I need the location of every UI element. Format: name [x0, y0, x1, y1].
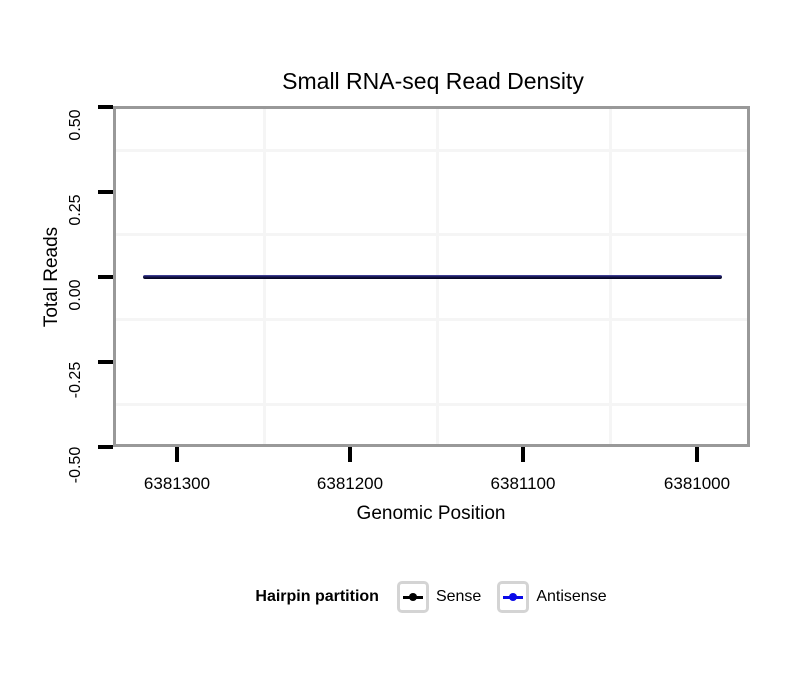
y-axis-tick	[98, 445, 113, 449]
x-axis-tick	[695, 447, 699, 462]
x-tick-label: 6381200	[316, 474, 384, 493]
legend: Hairpin partition Sense Antisense	[34, 579, 810, 615]
y-tick-label: 0.50	[67, 109, 84, 141]
minor-gridline-h	[116, 233, 747, 236]
legend-label-antisense: Antisense	[536, 588, 607, 605]
y-tick-label: 0.25	[67, 194, 84, 226]
x-axis-tick	[521, 447, 525, 462]
read-density-line	[143, 275, 722, 279]
plot-panel	[113, 106, 750, 447]
y-axis-tick	[98, 360, 113, 364]
legend-title: Hairpin partition	[255, 588, 379, 605]
legend-key-sense	[396, 581, 429, 613]
legend-label-sense: Sense	[435, 588, 482, 605]
x-tick-label: 6381100	[490, 474, 556, 493]
y-axis-title: Total Reads	[41, 226, 62, 328]
y-axis-tick	[98, 190, 113, 194]
point-glyph-icon	[509, 593, 518, 601]
y-axis-tick	[98, 275, 113, 279]
chart-title: Small RNA-seq Read Density	[282, 68, 584, 94]
x-axis-title: Genomic Position	[356, 503, 506, 524]
y-tick-label: -0.25	[67, 361, 84, 399]
point-glyph-icon	[408, 593, 417, 601]
x-tick-label: 6381000	[663, 474, 731, 493]
minor-gridline-h	[116, 318, 747, 321]
y-tick-label: 0.00	[67, 279, 84, 311]
legend-key-antisense	[497, 581, 530, 613]
y-tick-label: -0.50	[67, 446, 84, 484]
x-axis-tick	[175, 447, 179, 462]
minor-gridline-h	[116, 149, 747, 152]
minor-gridline-h	[116, 403, 747, 406]
y-axis-tick	[98, 105, 113, 109]
x-axis-tick	[348, 447, 352, 462]
x-tick-label: 6381300	[143, 474, 211, 493]
